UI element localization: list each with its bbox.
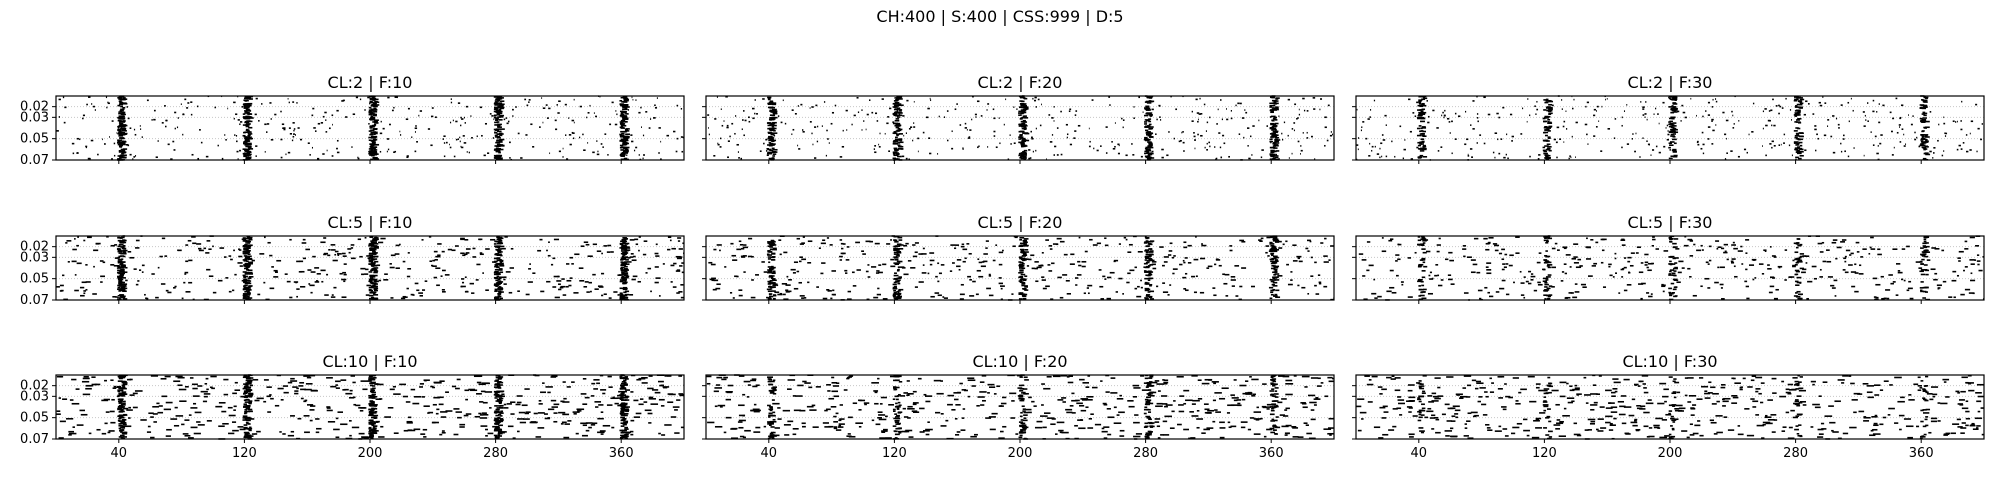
panel-title: CL:2 | F:10 <box>328 73 413 92</box>
panel: CL:5 | F:20 <box>702 213 1335 304</box>
y-tick-label: 0.03 <box>20 250 49 265</box>
panel-title: CL:5 | F:10 <box>328 213 413 232</box>
raster-dashes <box>1356 95 1983 161</box>
y-tick-label: 0.02 <box>20 240 49 255</box>
panel: CL:5 | F:10 0.020.03 0.05 0.07 <box>20 213 685 308</box>
y-tick-label: 0.02 <box>20 100 49 115</box>
figure-suptitle: CH:400 | S:400 | CSS:999 | D:5 <box>876 7 1124 26</box>
panel: CL:2 | F:10 0.020.03 0.05 0.07 <box>20 73 685 168</box>
y-tick-label: 0.05 <box>20 132 49 147</box>
raster-dashes <box>708 235 1334 301</box>
y-tick-label: 0.07 <box>20 293 49 308</box>
raster-dashes <box>56 95 684 161</box>
raster-dashes <box>56 235 684 301</box>
panel-frame <box>705 95 1335 161</box>
panel: CL:2 | F:30 <box>1352 73 1985 164</box>
panel-title: CL:2 | F:30 <box>1628 73 1713 92</box>
y-tick-label: 0.05 <box>20 272 49 287</box>
panel: CL:2 | F:20 <box>702 73 1335 164</box>
y-tick-label: 0.07 <box>20 153 49 168</box>
y-tick-label: 0.03 <box>20 110 49 125</box>
panel: CL:5 | F:30 <box>1352 213 1985 304</box>
panel-title: CL:5 | F:20 <box>978 213 1063 232</box>
raster-dashes <box>707 95 1333 161</box>
panel-title: CL:5 | F:30 <box>1628 213 1713 232</box>
panel-title: CL:2 | F:20 <box>978 73 1063 92</box>
raster-dashes <box>1358 235 1984 301</box>
